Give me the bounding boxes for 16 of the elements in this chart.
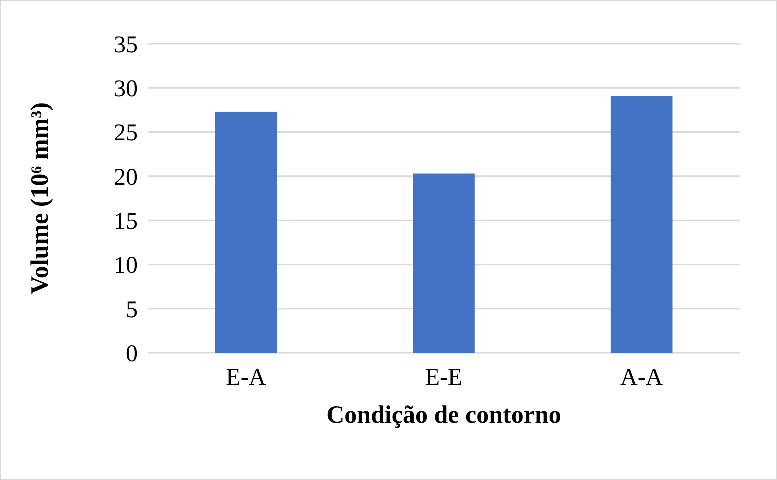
y-tick-label: 15 xyxy=(114,208,138,235)
x-axis-title: Condição de contorno xyxy=(326,402,562,429)
y-tick-label: 30 xyxy=(114,76,138,103)
y-tick-label: 25 xyxy=(114,120,138,147)
y-axis-title: Volume (10⁶ mm³) xyxy=(27,102,54,294)
y-tick-label: 20 xyxy=(114,164,138,191)
y-tick-label: 10 xyxy=(114,253,138,280)
bar xyxy=(413,174,475,353)
y-tick-label: 5 xyxy=(126,297,138,324)
x-tick-label: A-A xyxy=(620,365,664,391)
y-tick-label: 0 xyxy=(126,341,138,368)
x-tick-label: E-E xyxy=(425,365,463,391)
bar xyxy=(610,96,673,353)
bar xyxy=(215,112,278,353)
x-tick-label: E-A xyxy=(226,365,267,391)
y-tick-label: 35 xyxy=(114,32,138,58)
